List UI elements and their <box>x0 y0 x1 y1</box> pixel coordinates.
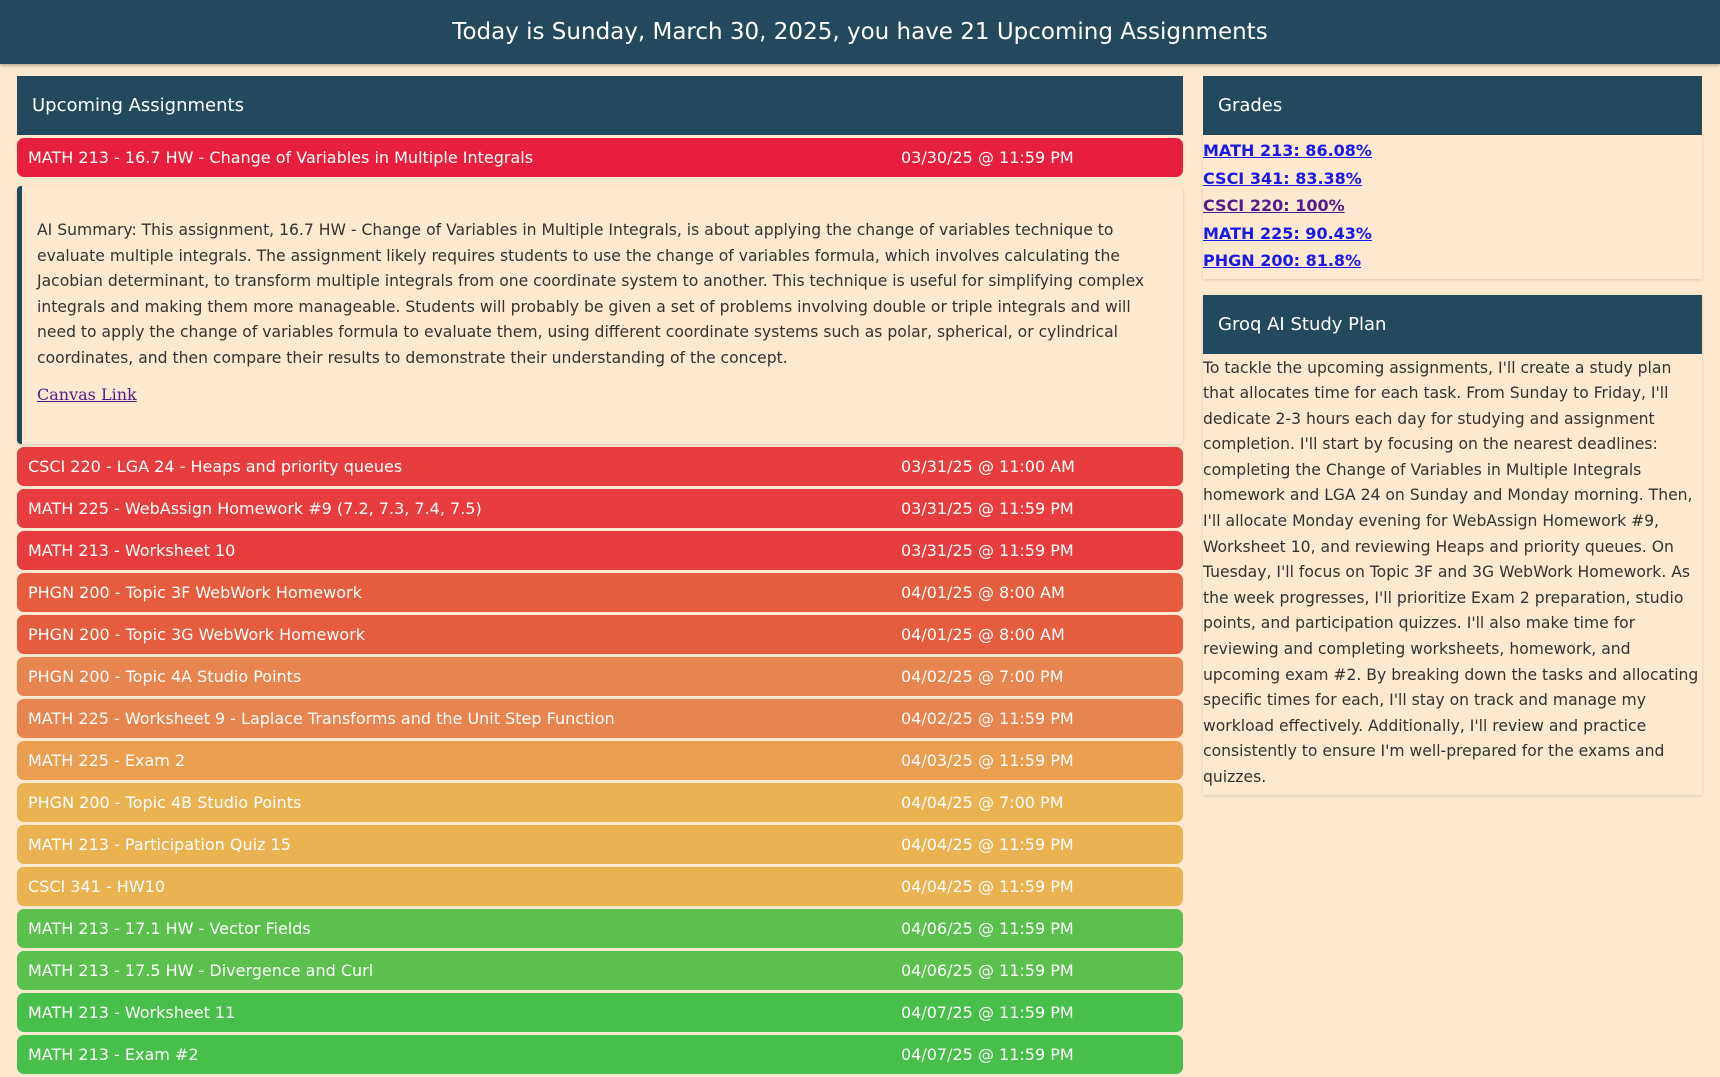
assignment-title: MATH 225 - WebAssign Homework #9 (7.2, 7… <box>28 499 482 518</box>
assignment-row[interactable]: PHGN 200 - Topic 3G WebWork Homework 04/0… <box>17 615 1183 654</box>
assignment-title: MATH 213 - Worksheet 10 <box>28 541 236 560</box>
ai-summary-text: AI Summary: This assignment, 16.7 HW - C… <box>37 221 1145 367</box>
canvas-link[interactable]: Canvas Link <box>37 384 137 404</box>
grade-link[interactable]: MATH 213: 86.08% <box>1203 141 1372 160</box>
study-plan-panel: Groq AI Study Plan To tackle the upcomin… <box>1203 294 1702 795</box>
assignment-title: PHGN 200 - Topic 4B Studio Points <box>28 793 302 812</box>
assignment-row[interactable]: MATH 213 - Worksheet 11 04/07/25 @ 11:59 … <box>17 993 1183 1032</box>
assignment-row[interactable]: MATH 213 - 17.5 HW - Divergence and Curl… <box>17 951 1183 990</box>
assignment-due-date: 04/04/25 @ 11:59 PM <box>901 835 1074 854</box>
assignment-due-date: 04/06/25 @ 11:59 PM <box>901 961 1074 980</box>
assignment-due-date: 04/04/25 @ 7:00 PM <box>901 793 1064 812</box>
page-header: Today is Sunday, March 30, 2025, you hav… <box>0 0 1720 64</box>
study-plan-heading-text: Groq AI Study Plan <box>1218 313 1387 335</box>
assignment-title: MATH 213 - 17.5 HW - Divergence and Curl <box>28 961 374 980</box>
assignment-due-date: 04/03/25 @ 11:59 PM <box>901 751 1074 770</box>
assignment-row[interactable]: MATH 225 - Exam 2 04/03/25 @ 11:59 PM <box>17 741 1183 780</box>
grade-link[interactable]: CSCI 220: 100% <box>1203 196 1345 215</box>
assignment-due-date: 04/04/25 @ 11:59 PM <box>901 877 1074 896</box>
grade-link[interactable]: CSCI 341: 83.38% <box>1203 168 1362 188</box>
assignment-title: MATH 213 - 17.1 HW - Vector Fields <box>28 919 311 938</box>
grades-heading-text: Grades <box>1218 95 1283 116</box>
assignment-title: MATH 225 - Exam 2 <box>28 751 186 770</box>
assignment-title: CSCI 341 - HW10 <box>28 877 165 896</box>
upcoming-assignments-panel: Upcoming Assignments MATH 213 - 16.7 HW … <box>17 76 1183 1077</box>
assignment-row[interactable]: MATH 225 - WebAssign Homework #9 (7.2, 7… <box>17 489 1183 528</box>
assignments-heading: Upcoming Assignments <box>17 76 1183 135</box>
assignment-row[interactable]: PHGN 200 - Topic 3F WebWork Homework 04/0… <box>17 573 1183 612</box>
assignments-heading-text: Upcoming Assignments <box>32 95 244 116</box>
assignment-due-date: 03/31/25 @ 11:59 PM <box>901 541 1074 560</box>
page-title: Today is Sunday, March 30, 2025, you hav… <box>452 19 1268 45</box>
assignment-due-date: 04/02/25 @ 11:59 PM <box>901 709 1074 728</box>
assignment-row[interactable]: CSCI 220 - LGA 24 - Heaps and priority q… <box>17 447 1183 486</box>
assignment-due-date: 04/06/25 @ 11:59 PM <box>901 919 1074 938</box>
assignment-title: PHGN 200 - Topic 3F WebWork Homework <box>28 583 362 602</box>
assignment-row[interactable]: MATH 213 - Exam #2 04/07/25 @ 11:59 PM <box>17 1035 1183 1074</box>
assignment-row[interactable]: MATH 213 - Participation Quiz 15 04/04/25… <box>17 825 1183 864</box>
assignment-title: MATH 213 - Worksheet 11 <box>28 1003 236 1022</box>
assignment-title: MATH 213 - Exam #2 <box>28 1045 199 1064</box>
grades-list: MATH 213: 86.08% CSCI 341: 83.38% CSCI 220… <box>1203 135 1702 279</box>
grades-heading: Grades <box>1203 76 1702 135</box>
assignment-row[interactable]: CSCI 341 - HW10 04/04/25 @ 11:59 PM <box>17 867 1183 906</box>
study-plan-text: To tackle the upcoming assignments, I'll… <box>1203 358 1699 787</box>
assignment-title: MATH 213 - 16.7 HW - Change of Variables… <box>28 148 534 167</box>
assignment-due-date: 04/02/25 @ 7:00 PM <box>901 667 1064 686</box>
assignment-due-date: 03/31/25 @ 11:59 PM <box>901 499 1074 518</box>
grade-link[interactable]: PHGN 200: 81.8% <box>1203 251 1362 270</box>
assignment-list: MATH 213 - 16.7 HW - Change of Variables… <box>17 138 1183 1074</box>
assignment-due-date: 04/01/25 @ 8:00 AM <box>901 583 1065 602</box>
assignment-title: MATH 225 - Worksheet 9 - Laplace Transfo… <box>28 709 615 728</box>
assignment-row[interactable]: PHGN 200 - Topic 4A Studio Points 04/02/2… <box>17 657 1183 696</box>
assignment-row[interactable]: MATH 213 - 17.1 HW - Vector Fields 04/06/… <box>17 909 1183 948</box>
assignment-details: AI Summary: This assignment, 16.7 HW - C… <box>17 186 1183 444</box>
assignment-row[interactable]: PHGN 200 - Topic 4B Studio Points 04/04/2… <box>17 783 1183 822</box>
assignment-title: CSCI 220 - LGA 24 - Heaps and priority q… <box>28 457 403 476</box>
assignment-title: PHGN 200 - Topic 4A Studio Points <box>28 667 302 686</box>
grade-link[interactable]: MATH 225: 90.43% <box>1203 223 1372 243</box>
assignment-row[interactable]: MATH 213 - Worksheet 10 03/31/25 @ 11:59 … <box>17 531 1183 570</box>
assignment-due-date: 04/07/25 @ 11:59 PM <box>901 1003 1074 1022</box>
assignment-row[interactable]: MATH 213 - 16.7 HW - Change of Variables… <box>17 138 1183 177</box>
study-plan-heading: Groq AI Study Plan <box>1203 294 1702 354</box>
assignment-due-date: 03/30/25 @ 11:59 PM <box>901 148 1074 167</box>
assignment-title: PHGN 200 - Topic 3G WebWork Homework <box>28 625 366 644</box>
assignment-due-date: 03/31/25 @ 11:00 AM <box>901 457 1075 476</box>
assignment-row[interactable]: MATH 225 - Worksheet 9 - Laplace Transfo… <box>17 699 1183 738</box>
grades-panel: Grades MATH 213: 86.08% CSCI 341: 83.38% C… <box>1203 76 1702 279</box>
assignment-title: MATH 213 - Participation Quiz 15 <box>28 835 291 854</box>
sidebar: Grades MATH 213: 86.08% CSCI 341: 83.38% C… <box>1203 76 1702 795</box>
assignment-due-date: 04/01/25 @ 8:00 AM <box>901 625 1065 644</box>
assignment-due-date: 04/07/25 @ 11:59 PM <box>901 1045 1074 1064</box>
